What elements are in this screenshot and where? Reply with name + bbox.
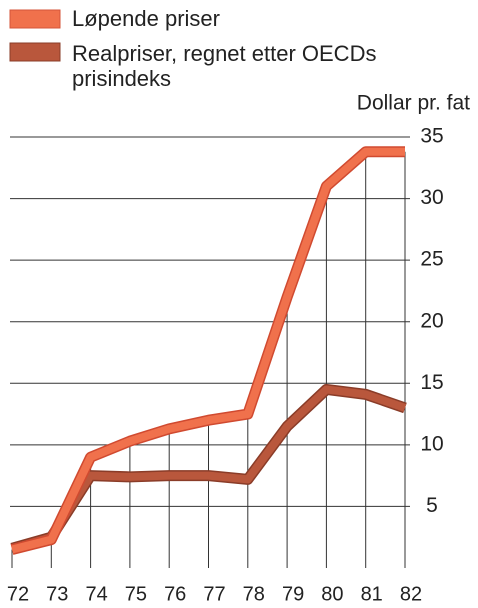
legend-label: Løpende priser: [72, 6, 220, 31]
x-tick-label: 77: [203, 583, 225, 605]
x-tick-label: 81: [361, 583, 383, 605]
legend-swatch: [9, 9, 61, 29]
y-tick-label: 30: [420, 186, 443, 209]
y-tick-label: 25: [420, 248, 443, 271]
series-line: [11, 147, 405, 554]
legend-swatch: [9, 42, 61, 62]
x-tick-label: 72: [7, 583, 29, 605]
x-tick-label: 73: [46, 583, 68, 605]
x-tick-label: 82: [400, 583, 422, 605]
x-tick-label: 76: [164, 583, 186, 605]
x-tick-label: 75: [125, 583, 147, 605]
x-tick-label: 78: [243, 583, 265, 605]
y-tick-label: 35: [420, 125, 443, 148]
y-tick-label: 5: [426, 494, 438, 517]
y-tick-label: 10: [420, 432, 443, 455]
y-tick-label: 20: [420, 309, 443, 332]
x-tick-label: 74: [85, 583, 107, 605]
legend-label: Realpriser, regnet etter OECDs prisindek…: [72, 41, 377, 91]
y-tick-label: 15: [420, 371, 443, 394]
y-axis-label: Dollar pr. fat: [357, 92, 470, 115]
x-tick-label: 79: [282, 583, 304, 605]
x-tick-label: 80: [321, 583, 343, 605]
